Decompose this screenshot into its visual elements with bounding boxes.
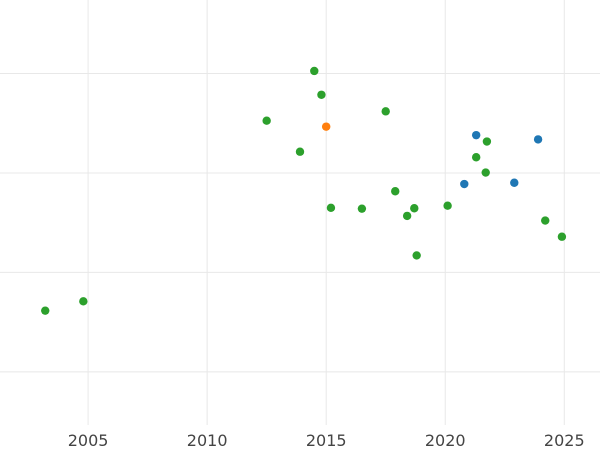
- data-point: [443, 201, 452, 210]
- data-point: [460, 179, 469, 189]
- data-point: [471, 153, 481, 162]
- data-point: [481, 168, 490, 177]
- data-point: [557, 232, 567, 241]
- x-tick-label: 2015: [306, 431, 347, 450]
- data-point: [410, 204, 419, 213]
- data-point: [317, 90, 326, 99]
- data-point: [295, 147, 305, 156]
- data-point: [541, 216, 550, 225]
- data-point: [41, 306, 50, 315]
- data-point: [510, 178, 519, 187]
- x-tick-label: 2020: [425, 431, 466, 450]
- x-axis-ticks: 2005 2010 2015 2020 2025: [68, 431, 585, 450]
- x-tick-label: 2025: [544, 431, 585, 450]
- data-point: [326, 203, 336, 213]
- data-point: [471, 130, 481, 140]
- data-point: [321, 122, 331, 131]
- data-point: [381, 107, 390, 116]
- x-tick-label: 2010: [187, 431, 228, 450]
- data-point: [391, 187, 400, 196]
- grid: [0, 0, 600, 425]
- data-points: [41, 66, 567, 315]
- data-point: [412, 251, 421, 260]
- data-point: [402, 211, 412, 221]
- data-point: [262, 116, 271, 125]
- data-point: [482, 137, 492, 146]
- data-point: [533, 135, 543, 144]
- data-point: [79, 297, 88, 306]
- data-point: [357, 204, 367, 213]
- x-tick-label: 2005: [68, 431, 109, 450]
- data-point: [310, 66, 319, 76]
